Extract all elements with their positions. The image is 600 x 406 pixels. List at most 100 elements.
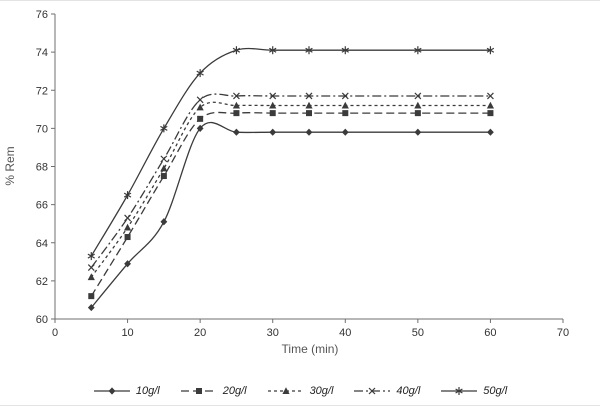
- marker-x: [487, 92, 494, 100]
- series-10gl: [87, 121, 494, 312]
- marker-x: [87, 264, 95, 271]
- marker-triangle: [305, 101, 313, 109]
- marker-square: [160, 173, 167, 180]
- marker-triangle: [414, 101, 422, 109]
- marker-x: [414, 92, 422, 100]
- legend-line-sample: [180, 388, 217, 394]
- legend-item-50gl: 50g/l: [440, 385, 507, 397]
- marker-asterisk: [305, 47, 313, 53]
- x-tick-label: 0: [52, 327, 58, 339]
- legend-item-40gl: 40g/l: [353, 385, 420, 397]
- marker-square: [306, 110, 312, 117]
- series-50gl: [87, 46, 495, 261]
- legend-line-sample: [93, 387, 130, 395]
- y-tick-label: 66: [36, 200, 48, 212]
- marker-square: [414, 110, 421, 117]
- legend-line-sample: [441, 387, 478, 395]
- marker-triangle: [486, 101, 495, 109]
- x-axis-label: Time (min): [282, 342, 339, 356]
- marker-asterisk: [123, 192, 132, 198]
- legend-item-20gl: 20g/l: [180, 385, 247, 397]
- legend-item-10gl: 10g/l: [93, 385, 160, 397]
- y-tick-label: 62: [36, 276, 48, 288]
- legend-line-sample: [267, 387, 304, 394]
- marker-square: [487, 110, 494, 117]
- series-20gl: [88, 110, 494, 300]
- marker-triangle: [123, 223, 132, 231]
- marker-asterisk: [87, 253, 95, 259]
- marker-diamond: [305, 128, 313, 136]
- x-tick-label: 40: [339, 327, 351, 339]
- plot-area: 0 10 20 30 40 50 60 70 60 62 64 66 68 70 72 74 76: [36, 9, 569, 339]
- series-line: [90, 47, 491, 257]
- marker-x: [341, 92, 349, 100]
- marker-triangle: [341, 101, 349, 109]
- marker-square: [195, 388, 202, 394]
- marker-x: [269, 92, 277, 100]
- marker-square: [342, 110, 349, 117]
- y-tick-label: 64: [36, 238, 48, 250]
- legend-line-sample: [354, 387, 391, 395]
- marker-asterisk: [196, 70, 204, 76]
- marker-diamond: [87, 303, 95, 312]
- marker-triangle: [269, 101, 277, 109]
- marker-x: [160, 155, 168, 163]
- marker-x: [124, 214, 131, 222]
- legend-label: 10g/l: [135, 385, 160, 397]
- marker-square: [88, 293, 95, 300]
- y-tick-label: 68: [36, 162, 48, 174]
- marker-asterisk: [160, 125, 168, 131]
- marker-asterisk: [341, 47, 349, 53]
- marker-square: [233, 110, 240, 117]
- x-tick-label: 10: [121, 327, 133, 339]
- series-40gl: [87, 92, 494, 271]
- x-tick-label: 20: [194, 327, 206, 339]
- marker-triangle: [281, 387, 290, 394]
- marker-diamond: [160, 218, 168, 226]
- x-tick-label: 50: [412, 327, 424, 339]
- y-tick-label: 76: [36, 9, 48, 21]
- marker-diamond: [414, 128, 422, 136]
- marker-asterisk: [455, 388, 463, 394]
- marker-diamond: [341, 128, 349, 136]
- marker-diamond: [196, 124, 204, 132]
- marker-triangle: [87, 273, 95, 281]
- marker-x: [305, 92, 313, 100]
- marker-diamond: [124, 260, 131, 268]
- marker-asterisk: [414, 47, 422, 53]
- marker-square: [269, 110, 276, 117]
- marker-x: [233, 92, 240, 100]
- y-tick-label: 60: [36, 314, 48, 326]
- marker-asterisk: [232, 47, 241, 53]
- series-line: [90, 101, 491, 278]
- series-line: [90, 93, 491, 268]
- legend-label: 30g/l: [309, 385, 334, 397]
- y-axis-label: % Rem: [3, 146, 17, 185]
- marker-diamond: [233, 128, 240, 136]
- marker-triangle: [232, 101, 241, 109]
- marker-asterisk: [269, 47, 277, 53]
- series-30gl: [87, 101, 495, 281]
- chart-legend: 10g/l 20g/l 30g/l 40g/l 50g/l: [0, 370, 600, 405]
- legend-label: 20g/l: [222, 385, 247, 397]
- series-line: [90, 111, 491, 297]
- y-tick-label: 74: [36, 47, 48, 59]
- legend-label: 40g/l: [396, 385, 421, 397]
- marker-x: [368, 387, 376, 395]
- y-tick-label: 70: [36, 123, 48, 135]
- legend-label: 50g/l: [483, 385, 508, 397]
- marker-triangle: [160, 164, 168, 172]
- marker-diamond: [487, 128, 494, 136]
- marker-x: [196, 96, 204, 104]
- chart-canvas: 0 10 20 30 40 50 60 70 60 62 64 66 68 70 72 74 76 Time (…: [3, 9, 569, 356]
- x-tick-label: 60: [484, 327, 496, 339]
- marker-square: [197, 115, 204, 122]
- x-tick-label: 30: [267, 327, 279, 339]
- marker-triangle: [196, 103, 204, 111]
- marker-square: [124, 234, 131, 241]
- marker-asterisk: [486, 47, 495, 53]
- legend-item-30gl: 30g/l: [267, 385, 334, 397]
- x-tick-label: 70: [557, 327, 569, 339]
- marker-diamond: [269, 128, 277, 136]
